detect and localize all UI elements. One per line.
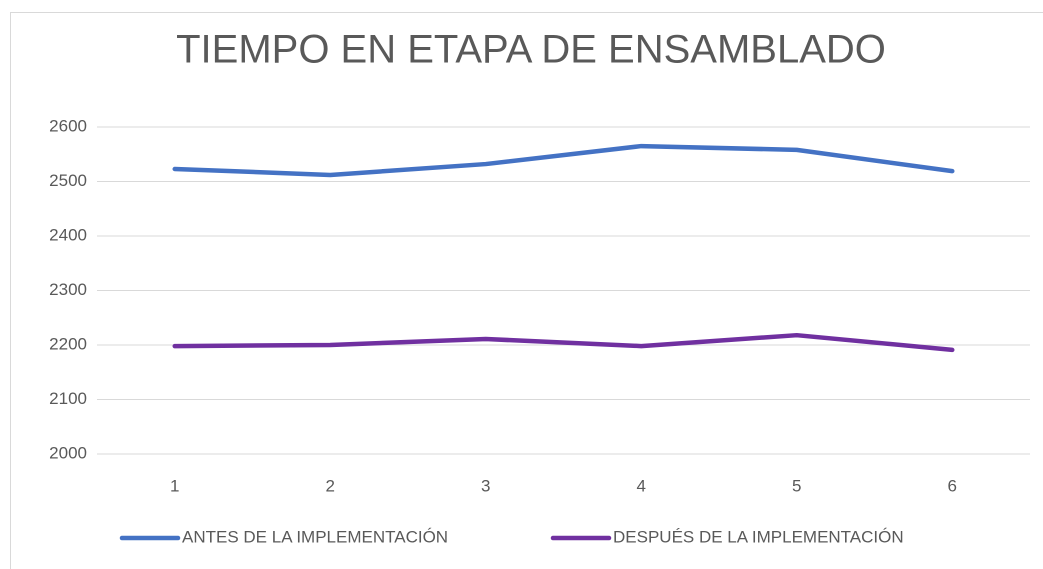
legend-label: DESPUÉS DE LA IMPLEMENTACIÓN (613, 527, 904, 546)
x-tick-label: 6 (948, 476, 957, 495)
x-tick-label: 3 (481, 476, 490, 495)
legend-label: ANTES DE LA IMPLEMENTACIÓN (182, 527, 448, 546)
y-tick-label: 2500 (49, 171, 87, 190)
y-tick-label: 2300 (49, 280, 87, 299)
chart-title: TIEMPO EN ETAPA DE ENSAMBLADO (176, 28, 886, 72)
x-tick-label: 5 (792, 476, 801, 495)
y-tick-label: 2400 (49, 225, 87, 244)
y-tick-label: 2000 (49, 443, 87, 462)
y-tick-label: 2100 (49, 389, 87, 408)
x-tick-label: 1 (170, 476, 179, 495)
x-tick-label: 2 (326, 476, 335, 495)
data-line (172, 332, 955, 353)
x-tick-label: 4 (637, 476, 646, 495)
data-line (172, 143, 955, 178)
y-tick-label: 2200 (49, 334, 87, 353)
y-tick-label: 2600 (49, 116, 87, 135)
